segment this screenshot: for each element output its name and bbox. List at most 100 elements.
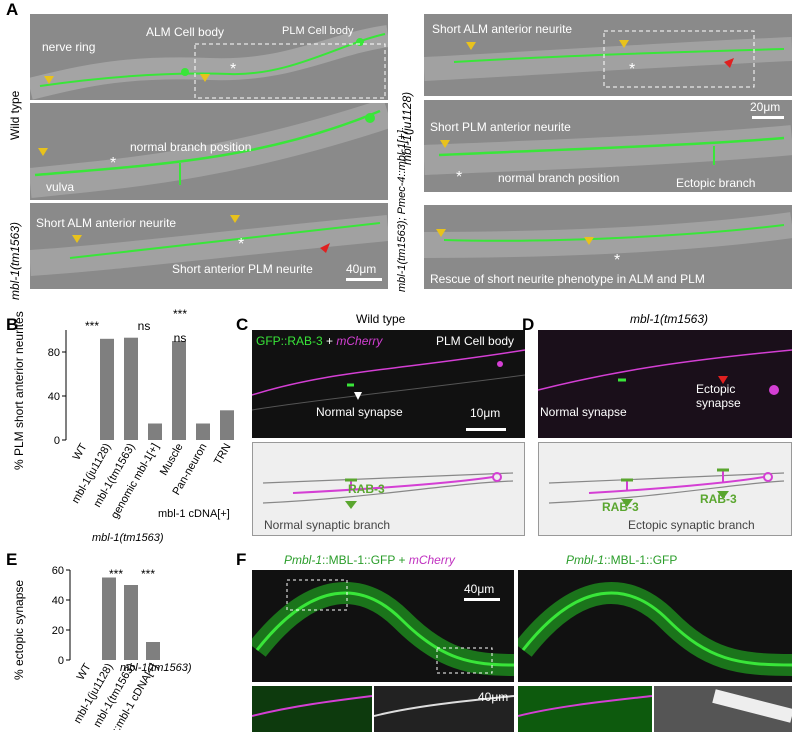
bar (220, 410, 234, 440)
y-tick-label: 60 (52, 565, 64, 577)
D-schematic-rab3-right: RAB-3 (700, 492, 737, 506)
D-normal-synapse: Normal synapse (540, 405, 627, 419)
row-label-rescue: mbl-1(tm1563); Pmec-4::mbl-1[+] (396, 130, 408, 292)
chart-E: 0204060WTmbl-1(ju1128)mbl-1(tm1563)TRN::… (52, 565, 160, 730)
significance-label: ns (138, 319, 151, 333)
panel-B-letter: B (6, 315, 19, 334)
bar (124, 337, 138, 440)
x-tick-label: WT (71, 441, 90, 462)
panel-E-letter: E (6, 550, 18, 569)
panel-C-letter: C (236, 315, 249, 334)
B-ylabel: % PLM short anterior neurites (12, 311, 26, 470)
label-ectopic-branch: Ectopic branch (676, 176, 756, 190)
ju1128-micrograph: * (424, 14, 792, 96)
F-scale-top-label: 40μm (464, 582, 495, 596)
F-left-title-a: Pmbl-1 (284, 553, 323, 567)
F-left-title: Pmbl-1::MBL-1::GFP + mCherry (284, 553, 455, 567)
label-rescue-caption: Rescue of short neurite phenotype in ALM… (430, 272, 705, 286)
svg-text:*: * (614, 252, 620, 269)
svg-text:*: * (629, 61, 635, 78)
svg-text:*: * (110, 155, 116, 172)
D-schematic-rab3-left: RAB-3 (602, 500, 639, 514)
C-plm-cell-body: PLM Cell body (436, 334, 515, 348)
C-schematic-rab3: RAB-3 (348, 482, 385, 496)
C-normal-synapse: Normal synapse (316, 405, 403, 419)
wild-type-zoom-micrograph: * (30, 103, 388, 200)
F-scale-top-bar (464, 598, 500, 601)
E-ylabel: % ectopic synapse (12, 579, 26, 680)
bar (124, 585, 138, 660)
significance-label: ns (174, 331, 187, 345)
F-scale-bottom-label: 40μm (478, 690, 509, 704)
chart-B: 04080WTmbl-1(ju1128)mbl-1(tm1563)genomic… (48, 307, 234, 521)
D-ectopic-synapse-2: synapse (696, 396, 741, 410)
y-tick-label: 0 (54, 435, 60, 447)
F-left-title-c: mCherry (408, 553, 455, 567)
y-tick-label: 0 (58, 655, 64, 667)
label-vulva: vulva (46, 180, 75, 194)
F-left-title-b: ::MBL-1::GFP + (322, 553, 409, 567)
F-right-title-b: ::MBL-1::GFP (604, 553, 678, 567)
rescue-micrograph: * (424, 205, 792, 289)
significance-label: *** (85, 319, 99, 333)
B-group-label: mbl-1(tm1563) (92, 532, 164, 544)
C-micrograph (252, 330, 525, 438)
scale-bar-label-20um: 20μm (750, 100, 781, 114)
label-nerve-ring: nerve ring (42, 40, 96, 54)
y-tick-label: 40 (48, 391, 60, 403)
bar (100, 338, 114, 440)
B-cdna-label: mbl-1 cDNA[+] (158, 508, 230, 520)
ju1128-zoom-micrograph: * (424, 100, 792, 192)
C-channel-green: GFP::RAB-3 (256, 334, 323, 348)
C-schematic-caption: Normal synaptic branch (264, 518, 391, 532)
svg-text:*: * (456, 169, 462, 186)
C-scale-label: 10μm (470, 406, 501, 420)
bar (148, 423, 162, 440)
F-right-top-micrograph (518, 570, 792, 682)
row-label-tm1563: mbl-1(tm1563) (8, 221, 22, 300)
significance-label: *** (109, 567, 123, 581)
F-inset-4 (654, 686, 792, 732)
significance-label: *** (173, 307, 187, 321)
bar (172, 341, 186, 440)
wild-type-micrograph: * (30, 14, 388, 100)
panel-A-letter: A (6, 0, 19, 19)
label-short-plm-ju1128: Short PLM anterior neurite (430, 120, 571, 134)
C-channel-legend: GFP::RAB-3 + mCherry (256, 334, 382, 348)
label-short-alm-ju1128: Short ALM anterior neurite (432, 22, 573, 36)
D-schematic (538, 442, 792, 536)
label-plm-cell-body: PLM Cell body (282, 25, 354, 37)
x-tick-label: WT (75, 661, 94, 682)
label-short-plm-tm1563: Short anterior PLM neurite (172, 262, 313, 276)
F-inset-3 (518, 686, 652, 732)
F-inset-1 (252, 686, 372, 732)
scale-bar-label-40um: 40μm (346, 262, 377, 276)
significance-label: *** (141, 567, 155, 581)
F-left-top-micrograph (252, 570, 514, 682)
label-short-alm-tm1563: Short ALM anterior neurite (36, 216, 177, 230)
C-channel-magenta: mCherry (336, 334, 383, 348)
D-title: mbl-1(tm1563) (630, 312, 709, 326)
F-right-title: Pmbl-1::MBL-1::GFP (566, 553, 677, 567)
scale-bar-20um (752, 116, 784, 119)
label-normal-branch-position: normal branch position (130, 140, 252, 154)
y-tick-label: 80 (48, 347, 60, 359)
C-scale-bar (466, 428, 506, 431)
C-channel-plus: + (322, 334, 337, 348)
D-micrograph (538, 330, 792, 438)
C-schematic (252, 442, 525, 536)
E-group-label: mbl-1(tm1563) (120, 662, 192, 674)
bar (196, 423, 210, 440)
label-alm-cell-body: ALM Cell body (146, 25, 225, 39)
F-right-title-a: Pmbl-1 (566, 553, 605, 567)
panel-F-letter: F (236, 550, 247, 569)
bar (146, 642, 160, 660)
tm1563-micrograph: * (30, 203, 388, 289)
svg-text:*: * (230, 61, 236, 78)
scale-bar-40um (346, 278, 382, 281)
F-inset-2 (374, 686, 514, 732)
panel-D-letter: D (522, 315, 535, 334)
x-tick-label: TRN (212, 441, 234, 467)
D-ectopic-synapse-1: Ectopic (696, 382, 736, 396)
svg-text:*: * (238, 236, 244, 253)
